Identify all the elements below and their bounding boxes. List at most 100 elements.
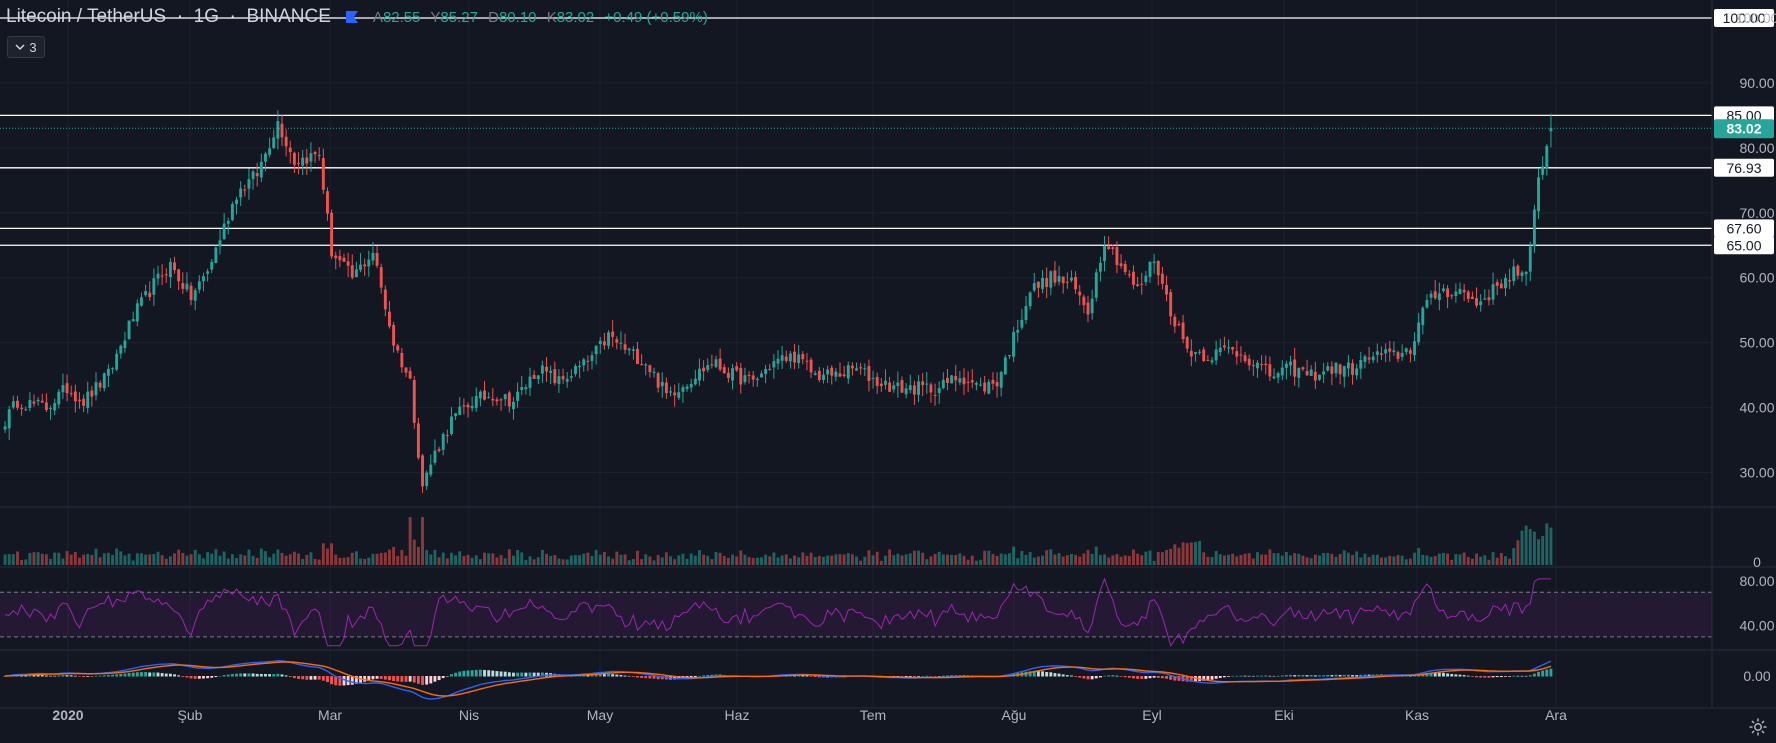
candle-body bbox=[1041, 277, 1044, 289]
candle-body bbox=[412, 380, 416, 423]
macd-histogram-bar bbox=[65, 675, 69, 677]
volume-bar bbox=[206, 552, 210, 565]
candle-body bbox=[1508, 280, 1512, 282]
symbol-title[interactable]: Litecoin / TetherUS · 1G · BINANCE bbox=[6, 6, 331, 28]
candle-body bbox=[1425, 299, 1429, 308]
candle-body bbox=[433, 450, 437, 463]
volume-bar bbox=[24, 559, 28, 565]
macd-histogram-bar bbox=[264, 673, 267, 677]
macd-histogram-bar bbox=[1206, 676, 1210, 681]
level-tag-label: 67.60 bbox=[1726, 220, 1761, 236]
candle-body bbox=[106, 368, 110, 376]
macd-histogram-bar bbox=[3, 676, 7, 677]
time-axis[interactable]: 2020 Şub Mar Nis May Haz Tem Ağu Eyl Eki Kas Ara bbox=[52, 707, 1567, 723]
volume-bar bbox=[1305, 557, 1309, 565]
macd-histogram-bar bbox=[1107, 675, 1111, 677]
candle-body bbox=[396, 345, 400, 351]
macd-histogram-bar bbox=[1280, 675, 1284, 677]
macd-histogram-bar bbox=[1090, 676, 1094, 680]
macd-histogram-bar bbox=[1425, 672, 1429, 677]
candle-body bbox=[1479, 301, 1483, 306]
candle-body bbox=[1123, 264, 1127, 273]
candle-body bbox=[131, 319, 135, 322]
volume-bar bbox=[40, 553, 44, 565]
volume-bar bbox=[1210, 557, 1214, 565]
volume-bar bbox=[582, 553, 586, 565]
macd-histogram-bar bbox=[1210, 676, 1214, 680]
volume-bar bbox=[1260, 554, 1264, 565]
volume-bar bbox=[218, 555, 222, 565]
time-tick-label: Mar bbox=[318, 707, 342, 723]
macd-histogram-bar bbox=[1140, 676, 1144, 680]
macd-histogram-bar bbox=[652, 676, 656, 679]
candle-body bbox=[251, 171, 255, 179]
candle-body bbox=[722, 367, 726, 374]
price-tick-label: 30.00 bbox=[1739, 465, 1774, 481]
macd-histogram-bar bbox=[416, 676, 420, 684]
volume-bar bbox=[888, 549, 892, 565]
macd-histogram-bar bbox=[1351, 675, 1354, 677]
macd-histogram-bar bbox=[1483, 676, 1487, 678]
macd-histogram-bar bbox=[404, 676, 408, 682]
candle-body bbox=[1413, 341, 1416, 356]
indicators-toggle-button[interactable]: 3 bbox=[7, 36, 45, 58]
macd-histogram-bar bbox=[933, 676, 937, 677]
macd-histogram-bar bbox=[1094, 676, 1098, 679]
flag-icon[interactable] bbox=[345, 10, 359, 24]
candle-body bbox=[1235, 351, 1239, 357]
macd-tick-label: 0.00 bbox=[1743, 668, 1770, 684]
candle-body bbox=[908, 385, 912, 390]
macd-histogram-bar bbox=[607, 674, 610, 677]
macd-histogram-bar bbox=[1082, 676, 1086, 679]
volume-bar bbox=[540, 549, 544, 565]
candle-body bbox=[1036, 281, 1040, 288]
volume-bar bbox=[561, 559, 565, 565]
level-tag bbox=[1714, 9, 1774, 27]
volume-bar bbox=[1549, 527, 1553, 565]
candle-body bbox=[867, 365, 871, 381]
macd-histogram-bar bbox=[276, 673, 280, 677]
volume-bar bbox=[1462, 552, 1466, 565]
price-axis[interactable]: 100.00 90.00 80.00 70.00 60.00 50.00 40.00 30.0… bbox=[1736, 10, 1776, 684]
volume-bar bbox=[1086, 550, 1090, 565]
volume-bar bbox=[491, 553, 495, 565]
candle-body bbox=[313, 152, 317, 155]
candle-body bbox=[1429, 293, 1433, 298]
volume-bar bbox=[660, 557, 664, 565]
volume-bar bbox=[726, 557, 730, 565]
open-key: A bbox=[372, 8, 383, 26]
macd-histogram-bar bbox=[86, 676, 90, 677]
macd-histogram-bar bbox=[1251, 675, 1255, 677]
macd-histogram-bar bbox=[1334, 674, 1338, 677]
macd-histogram-bar bbox=[156, 672, 160, 677]
candle-body bbox=[1433, 291, 1437, 299]
candle-body bbox=[474, 396, 478, 408]
candle-body bbox=[487, 397, 491, 399]
candle-body bbox=[470, 406, 474, 409]
volume-bar bbox=[1012, 546, 1016, 565]
candle-body bbox=[1276, 373, 1280, 378]
candle-body bbox=[1380, 353, 1383, 355]
volume-bar bbox=[189, 554, 193, 565]
macd-histogram-bar bbox=[251, 673, 255, 677]
candle-body bbox=[152, 278, 156, 295]
gear-icon[interactable] bbox=[1748, 717, 1768, 737]
candle-body bbox=[53, 403, 57, 411]
macd-histogram-bar bbox=[388, 676, 391, 681]
candle-body bbox=[677, 392, 681, 398]
macd-histogram-bar bbox=[1433, 672, 1437, 677]
candle-body bbox=[288, 147, 292, 153]
macd-histogram-bar bbox=[921, 675, 925, 677]
macd-histogram-bar bbox=[1227, 676, 1230, 677]
candle-body bbox=[900, 379, 904, 393]
candle-body bbox=[1053, 270, 1057, 283]
candle-body bbox=[1334, 362, 1338, 374]
macd-histogram-bar bbox=[540, 672, 544, 677]
candle-body bbox=[338, 255, 342, 261]
separator: · bbox=[171, 6, 189, 27]
volume-bar bbox=[1181, 542, 1185, 565]
candle-body bbox=[466, 404, 470, 408]
volume-bar bbox=[478, 559, 482, 565]
